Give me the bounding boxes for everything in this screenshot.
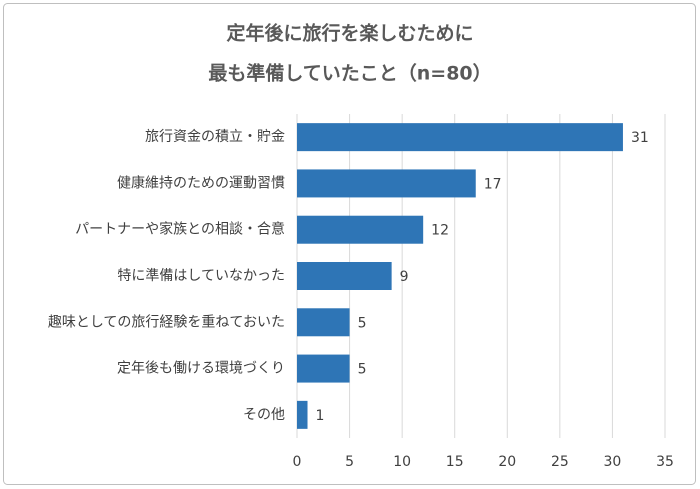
data-label: 5 [358,315,367,331]
bar [297,262,392,290]
data-label: 1 [316,408,325,424]
y-tick-label: 特に準備はしていなかった [117,268,285,284]
x-tick-label: 20 [498,454,516,470]
y-tick-label: 定年後も働ける環境づくり [117,361,285,377]
y-tick-label: 旅行資金の積立・貯金 [145,129,285,145]
data-label: 31 [631,130,649,146]
bar [297,123,623,152]
y-tick-label: その他 [243,407,285,423]
y-tick-label: パートナーや家族との相談・合意 [75,221,285,238]
data-label: 5 [358,362,367,378]
data-label: 17 [484,176,502,192]
y-tick-label: 趣味としての旅行経験を重ねておいた [48,314,285,330]
chart-title: 定年後に旅行を楽しむために [226,22,473,45]
bar [297,215,424,244]
data-label: 9 [400,269,409,285]
x-tick-label: 0 [293,454,302,470]
bar [297,308,350,337]
y-tick-label: 健康維持のための運動習慣 [117,174,285,191]
chart-title: 最も準備していたこと（n=80） [208,62,491,85]
bar [297,169,476,198]
bar [297,354,350,383]
bar [297,400,308,429]
x-tick-label: 10 [393,454,411,470]
x-tick-label: 35 [656,454,674,470]
x-tick-label: 30 [604,454,622,470]
x-tick-label: 25 [551,454,569,470]
x-tick-label: 5 [345,454,354,470]
data-label: 12 [431,223,449,239]
x-tick-label: 15 [446,454,464,470]
